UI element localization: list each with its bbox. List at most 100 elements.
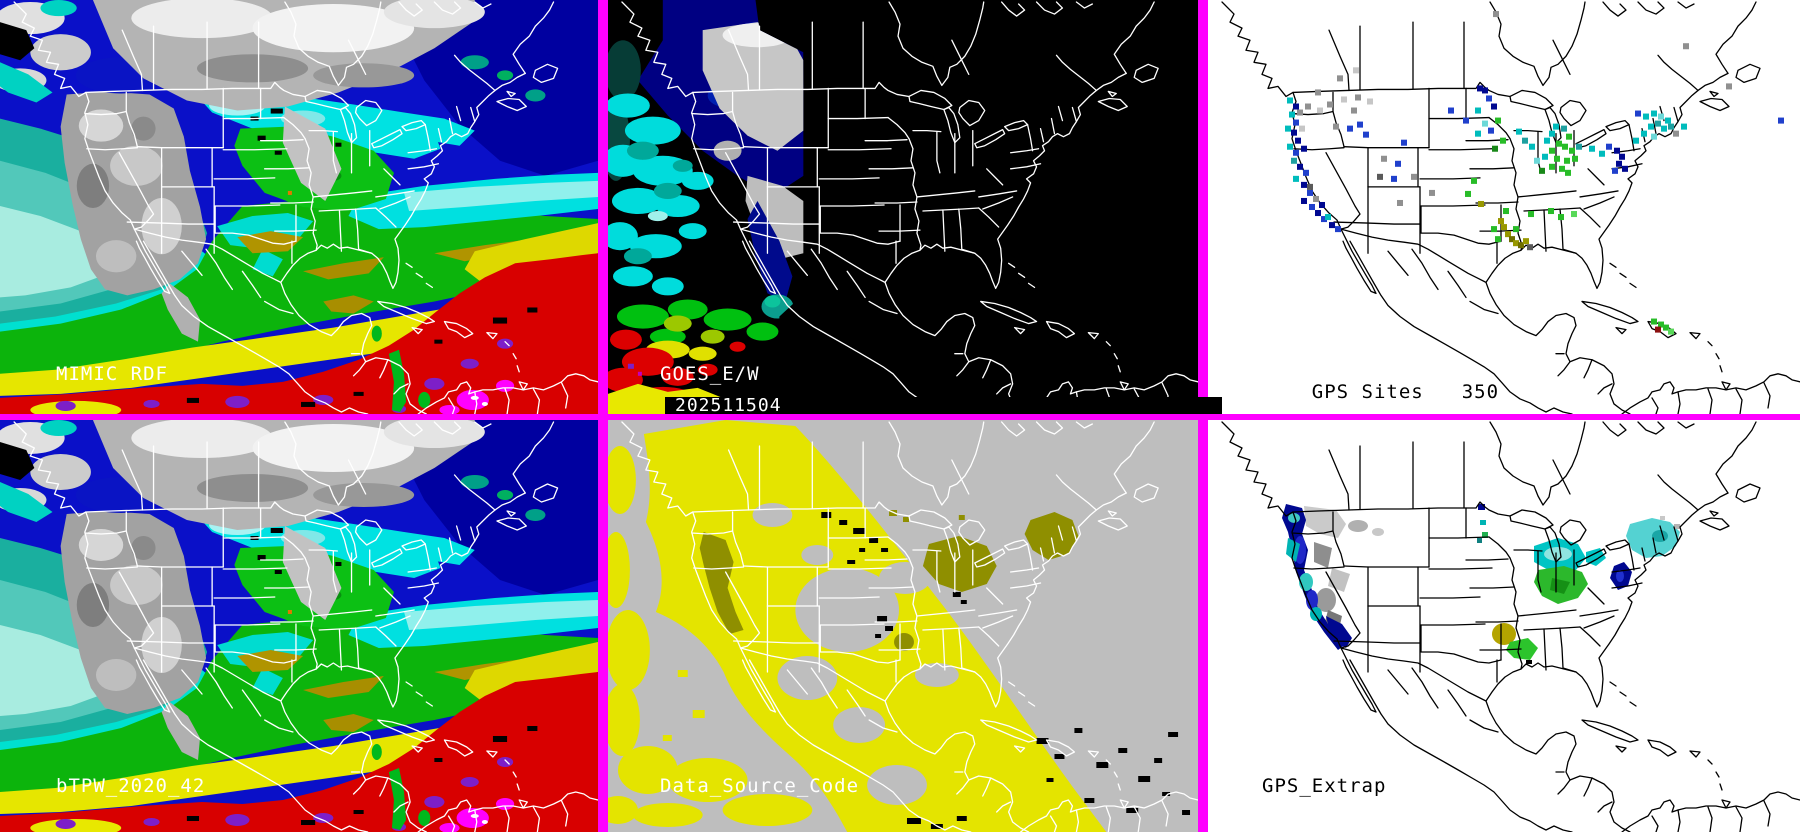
gps-site-marker [1549, 163, 1555, 170]
gps-site-marker [1665, 117, 1671, 124]
gps-site-marker [1558, 214, 1564, 221]
gps-site-marker [1303, 169, 1309, 176]
btpw-tpw-map [0, 420, 598, 832]
panel-label-gps-sites: GPS Sites 350 [1262, 362, 1499, 422]
gps-site-marker [1299, 125, 1305, 132]
data-source-code-map [608, 420, 1198, 832]
gps-site-marker [1471, 177, 1477, 184]
gps-site-marker [1569, 147, 1575, 154]
panel-label-btpw: bTPW_2020_42 [56, 775, 206, 797]
gps-site-marker [1295, 137, 1301, 144]
gps-site-marker [1307, 189, 1313, 196]
gps-site-marker [1658, 321, 1664, 328]
gps-site-marker [1663, 324, 1669, 331]
gps-site-marker [1287, 143, 1293, 150]
gps-site-marker [1363, 131, 1369, 138]
panel-data-source-code[interactable] [608, 420, 1198, 832]
gps-site-marker [1523, 238, 1529, 245]
gps-site-marker [1633, 137, 1639, 144]
gps-site-marker [1315, 210, 1321, 217]
gps-site-marker [1542, 153, 1548, 160]
gps-site-marker [1493, 11, 1499, 18]
gps-site-marker [1401, 139, 1407, 146]
panel-gps-extrap[interactable] [1208, 420, 1800, 832]
gps-site-marker [1561, 125, 1567, 132]
gps-site-marker [1635, 110, 1641, 117]
panel-label-mimic-rdf: MIMIC RDF [56, 363, 168, 385]
gps-site-marker [1668, 328, 1674, 335]
gps-site-marker [1293, 119, 1299, 126]
timestamp-bar: 202511504 [665, 397, 1222, 415]
gps-site-marker [1482, 87, 1488, 94]
gps-site-marker [1651, 133, 1657, 140]
gps-site-marker [1381, 155, 1387, 162]
gps-site-marker [1559, 165, 1565, 172]
gps-site-marker [1576, 143, 1582, 150]
gps-sites-label: GPS Sites [1311, 381, 1424, 403]
gps-site-marker [1463, 117, 1469, 124]
gps-site-marker [1477, 85, 1483, 92]
gps-site-marker [1503, 208, 1509, 215]
gps-site-marker [1411, 173, 1417, 180]
panel-mimic-rdf[interactable] [0, 0, 598, 414]
panel-label-gps-extrap: GPS_Extrap [1262, 775, 1387, 797]
gps-site-marker [1319, 201, 1325, 209]
gps-site-marker [1347, 125, 1353, 132]
gps-site-marker [1293, 149, 1299, 156]
gps-site-marker [1475, 107, 1481, 114]
gps-site-marker [1448, 107, 1454, 114]
gps-site-marker [1673, 130, 1679, 137]
gps-extrap-map [1208, 420, 1800, 832]
gps-site-marker [1518, 242, 1524, 249]
gps-site-marker [1287, 97, 1293, 104]
gps-site-marker [1475, 130, 1481, 137]
gps-site-marker [1655, 120, 1661, 127]
gps-site-marker [1313, 195, 1319, 202]
gps-site-marker [1500, 137, 1506, 144]
gps-site-marker [1572, 155, 1578, 162]
gps-site-marker [1357, 121, 1363, 128]
gps-site-marker [1553, 123, 1559, 130]
gps-site-marker [1549, 147, 1555, 154]
gps-site-marker [1528, 211, 1534, 218]
gps-site-marker [1614, 147, 1620, 154]
gps-site-marker [1622, 165, 1628, 172]
gps-site-marker [1529, 143, 1535, 150]
gps-site-marker [1309, 203, 1315, 211]
gps-site-marker [1325, 214, 1331, 221]
gps-site-marker [1534, 157, 1540, 164]
gps-site-marker [1478, 200, 1484, 207]
gps-site-marker [1293, 175, 1299, 182]
panel-gps-sites[interactable] [1208, 0, 1800, 414]
gps-site-marker [1351, 107, 1357, 114]
panel-goes-ew[interactable] [608, 0, 1198, 414]
gps-site-marker [1498, 218, 1504, 225]
gps-site-marker [1391, 175, 1397, 182]
gps-site-marker [1661, 125, 1667, 132]
gps-site-marker [1566, 133, 1572, 140]
gps-site-marker [1335, 226, 1341, 233]
gps-site-marker [1367, 98, 1373, 105]
mimic-rdf-tpw-map [0, 0, 598, 414]
gps-site-marker [1327, 101, 1333, 108]
gps-site-marker [1293, 103, 1299, 110]
gps-site-marker [1495, 117, 1501, 124]
gps-sites-dots [1285, 11, 1784, 335]
gps-site-marker [1527, 244, 1533, 251]
gps-site-marker [1619, 153, 1625, 160]
gps-site-marker [1465, 190, 1471, 197]
panel-divider-horizontal [0, 414, 1800, 420]
gps-site-marker [1726, 83, 1732, 90]
gps-site-marker [1291, 157, 1297, 164]
gps-site-marker [1562, 143, 1568, 150]
gps-site-marker [1683, 43, 1689, 50]
panel-btpw[interactable] [0, 420, 598, 832]
gps-site-marker [1337, 75, 1343, 82]
gps-site-marker [1651, 110, 1657, 117]
gps-site-marker [1317, 107, 1323, 114]
gps-site-marker [1395, 160, 1401, 167]
gps-site-marker [1333, 123, 1339, 130]
gps-site-marker [1321, 216, 1327, 223]
gps-site-marker [1516, 128, 1522, 135]
